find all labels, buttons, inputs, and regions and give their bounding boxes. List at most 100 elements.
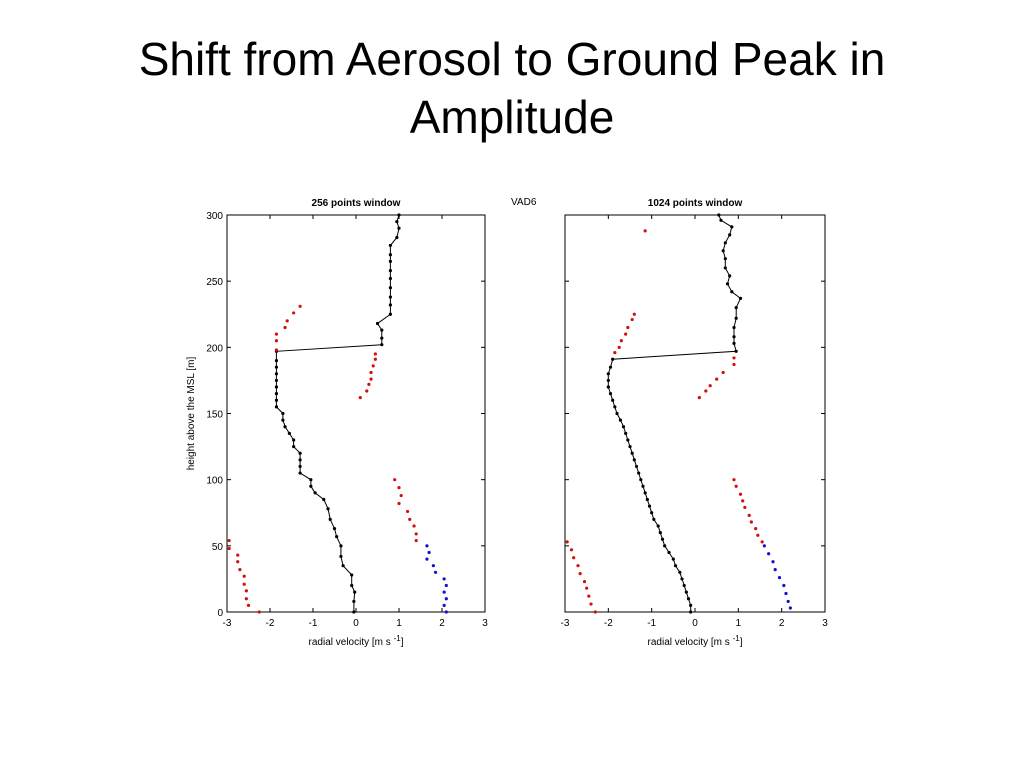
ground-peak-point [433,570,438,574]
profile-point [352,599,356,604]
secondary-peak-point [715,377,719,381]
secondary-peak-point [373,357,377,361]
profile-point [630,451,634,455]
y-tick-label: 50 [212,542,224,553]
profile-point [397,213,401,217]
profile-point [738,296,743,300]
profile-point [730,290,734,294]
secondary-peak-point [617,345,621,349]
profile-point [725,282,730,286]
secondary-peak-point [242,582,246,586]
profile-point [388,312,392,316]
secondary-peak-point [576,564,580,568]
profile-point [671,557,675,561]
panel-title: 1024 points window [648,198,743,209]
profile-point [281,418,285,422]
secondary-peak-point [371,364,375,368]
profile-point [380,343,384,347]
profile-point [292,438,296,442]
profile-point [274,392,279,396]
profile-point [380,328,384,332]
secondary-peak-point [738,492,743,496]
ground-peak-point [442,577,446,581]
secondary-peak-point [578,572,582,576]
x-tick-label: 3 [822,618,828,629]
profile-point [283,425,287,429]
profile-point [352,610,356,614]
secondary-peak-point [732,478,736,482]
secondary-peak-point [399,493,403,498]
ground-peak-point [788,606,792,610]
ground-peak-point [762,544,766,548]
profile-point [298,464,302,469]
profile-point [388,303,392,307]
profile-point [313,491,317,495]
profile-point [388,295,392,299]
profile-point [639,478,643,482]
secondary-peak-point [397,501,401,506]
y-tick-label: 150 [206,410,223,421]
secondary-peak-point [408,517,412,521]
ground-peak-point [782,583,786,588]
profile-point [339,544,343,548]
profile-point [606,385,610,389]
x-tick-label: 0 [353,618,359,629]
x-tick-label: 3 [482,618,488,629]
plot-frame [564,214,826,613]
profile-point [689,610,693,614]
secondary-peak-point [298,304,302,308]
secondary-peak-point [585,586,589,590]
profile-point [615,411,619,416]
profile-point [274,398,279,402]
secondary-peak-point [630,317,634,322]
secondary-peak-point [749,520,753,524]
profile-point [732,335,736,339]
profile-point [734,306,738,310]
profile-point [678,570,682,574]
ground-peak-point [425,544,429,548]
secondary-peak-point [397,486,401,490]
secondary-peak-point [414,532,418,536]
profile-point [652,517,656,521]
profile-point [626,438,630,442]
profile-point [611,398,615,402]
profile-point [689,603,693,607]
secondary-peak-point [236,553,240,557]
secondary-peak-point [732,356,736,360]
secondary-peak-point [721,370,725,375]
velocity-profile-line [607,214,742,612]
secondary-peak-point [734,484,738,488]
secondary-peak-point [369,377,373,381]
profile-point [335,534,339,539]
secondary-peak-point [747,513,751,517]
ground-peak-point [444,610,448,614]
profile-point [274,365,279,369]
secondary-peak-point [274,348,279,352]
secondary-peak-point [741,499,745,503]
profile-point [621,425,626,429]
secondary-peak-point [756,533,760,537]
secondary-peak-point [373,352,377,356]
profile-point [686,597,691,601]
secondary-peak-point [414,538,418,543]
ground-peak-point [444,583,448,588]
profile-point [350,583,354,588]
secondary-peak-point [369,370,373,375]
profile-point [680,577,684,581]
secondary-peak-point [619,339,623,343]
ground-peak-point [442,603,446,607]
secondary-peak-point [412,524,416,528]
profile-point [613,405,617,409]
figure-label: VAD6 [511,197,537,208]
profile-point [274,385,279,389]
secondary-peak-point [242,574,246,578]
profile-point [684,590,688,594]
x-tick-label: -1 [647,618,656,629]
profile-point [388,276,392,281]
profile-point [734,349,738,353]
ground-peak-point [425,557,429,561]
x-tick-label: -2 [604,618,613,629]
slide-title-line-1: Shift from Aerosol to Ground Peak in [138,33,886,85]
secondary-peak-point [274,332,279,336]
